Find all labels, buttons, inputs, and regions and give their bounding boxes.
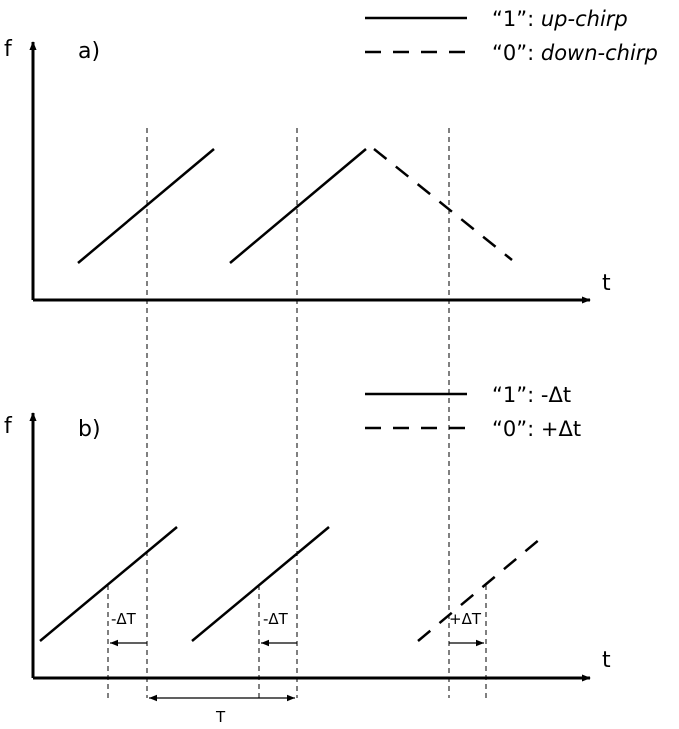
panel-b: f t b) “1”: -Δt “0”: +Δt -ΔT -ΔT +ΔT T xyxy=(4,383,611,726)
legend-b-bit-1-entry: “1”: -Δt xyxy=(492,383,571,407)
shifted-chirp-2 xyxy=(191,526,330,642)
panel-b-label: b) xyxy=(78,417,101,442)
panel-a: f t a) “1”: up-chirp “0”: down-chirp xyxy=(4,7,658,304)
panel-b-x-axis-label: t xyxy=(602,648,611,673)
panel-a-label: a) xyxy=(78,39,100,64)
panel-b-y-axis-label: f xyxy=(4,414,13,439)
down-chirp xyxy=(373,148,513,261)
up-chirp-1 xyxy=(77,148,215,264)
offset-label-2: -ΔT xyxy=(263,610,289,628)
legend-b-bit-0-entry: “0”: +Δt xyxy=(492,417,581,441)
shifted-chirp-3 xyxy=(417,533,547,642)
shifted-chirp-1 xyxy=(39,526,178,642)
period-label: T xyxy=(215,708,226,726)
reference-guides xyxy=(107,128,487,698)
legend-a-up-chirp-entry: “1”: up-chirp xyxy=(492,7,628,31)
offset-label-1: -ΔT xyxy=(111,610,137,628)
up-chirp-2 xyxy=(229,148,367,264)
legend-a-down-chirp-entry: “0”: down-chirp xyxy=(492,41,658,65)
offset-label-3: +ΔT xyxy=(449,610,482,628)
panel-a-x-axis-label: t xyxy=(602,271,611,296)
panel-a-y-axis-label: f xyxy=(4,37,13,62)
